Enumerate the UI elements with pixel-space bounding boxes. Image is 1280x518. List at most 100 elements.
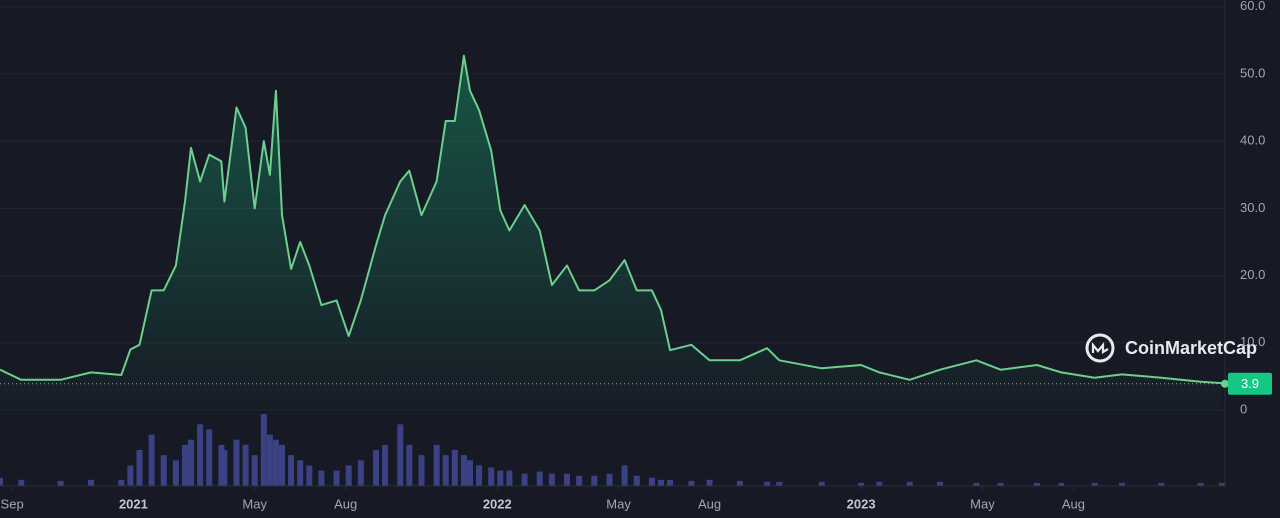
watermark-text: CoinMarketCap	[1125, 338, 1257, 358]
volume-bar	[764, 481, 771, 486]
volume-bar	[858, 482, 865, 486]
volume-bar	[736, 480, 743, 486]
volume-bar	[272, 439, 279, 486]
y-tick-label: 60.0	[1240, 0, 1265, 13]
volume-bar	[397, 424, 404, 486]
volume-bar	[197, 424, 204, 486]
volume-bar	[318, 470, 325, 486]
volume-bar	[460, 455, 467, 486]
volume-bar	[233, 439, 240, 486]
logo	[1085, 333, 1115, 363]
volume-bar	[188, 439, 195, 486]
plot	[0, 54, 1225, 486]
y-tick-label: 50.0	[1240, 65, 1265, 80]
volume-bar	[306, 465, 313, 486]
y-tick-label: 0	[1240, 401, 1247, 416]
volume-bar	[818, 481, 825, 486]
volume-bar	[127, 465, 134, 486]
volume-bar	[18, 479, 25, 486]
volume-bar	[488, 467, 495, 486]
volume-bar	[648, 477, 655, 486]
y-tick-label: 40.0	[1240, 133, 1265, 148]
volume-bar	[251, 455, 258, 486]
current-price-box	[1228, 372, 1272, 395]
x-tick-label: 2021	[119, 496, 148, 511]
volume-bar	[1218, 482, 1225, 486]
volume-bar	[0, 477, 3, 486]
volume-bar	[1118, 482, 1125, 486]
volume-bar	[876, 481, 883, 486]
volume-bar	[266, 434, 273, 486]
volume-bar	[333, 470, 340, 486]
volume-bar	[288, 455, 295, 486]
current-price-dot	[1221, 379, 1229, 388]
volume-bar	[451, 450, 458, 486]
volume-bar	[57, 480, 64, 486]
volume-bar	[1091, 482, 1098, 486]
current-price-label: 3.9	[1241, 376, 1259, 391]
x-tick-label: 2022	[483, 496, 512, 511]
volume-bar	[776, 481, 783, 486]
volume-bar	[136, 450, 143, 486]
volume-bar	[357, 460, 364, 486]
x-tick-label: May	[242, 496, 267, 511]
volume-bar	[221, 450, 228, 486]
volume-bar	[260, 414, 267, 486]
watermark: CoinMarketCap	[1085, 333, 1257, 363]
volume-bar	[688, 480, 695, 486]
volume-bar	[1158, 482, 1165, 486]
volume-bar	[406, 444, 413, 486]
volume-bar	[433, 444, 440, 486]
volume-bar	[997, 482, 1004, 486]
volume-bar	[497, 470, 504, 486]
x-tick-label: May	[970, 496, 995, 511]
volume-bar	[181, 444, 188, 486]
volume-bar	[345, 465, 352, 486]
volume-bar	[418, 455, 425, 486]
x-tick-label: Aug	[334, 496, 357, 511]
volume-bar	[536, 471, 543, 486]
x-tick-label: Aug	[698, 496, 721, 511]
volume-bar	[206, 429, 213, 486]
volume-bar	[591, 475, 598, 486]
x-tick-label: Aug	[1062, 496, 1085, 511]
volume-bar	[1058, 482, 1065, 486]
volume-bar	[633, 475, 640, 486]
volume-bar	[1034, 482, 1041, 486]
volume-bar	[297, 460, 304, 486]
volume-bar	[621, 465, 628, 486]
volume-bar	[667, 479, 674, 486]
volume-bar	[936, 481, 943, 486]
volume-bar	[906, 481, 913, 486]
price-line	[0, 54, 1223, 385]
price-area	[0, 55, 1222, 411]
volume-bar	[466, 460, 473, 486]
volume-bar	[706, 479, 713, 486]
volume-bar	[658, 479, 665, 486]
volume-bar	[476, 465, 483, 486]
volume-bar	[1197, 482, 1204, 486]
volume-bar	[576, 475, 583, 486]
volume-bar	[564, 473, 571, 486]
x-tick-label: May	[606, 496, 631, 511]
volume-bar	[372, 450, 379, 486]
y-tick-label: 10.0	[1240, 334, 1265, 349]
volume-bar	[148, 434, 155, 486]
x-tick-label: 2023	[847, 496, 876, 511]
volume-bar	[606, 473, 613, 486]
volume-bar	[218, 444, 225, 486]
volume-bar	[442, 455, 449, 486]
volume-bar	[118, 479, 125, 486]
volume-bar	[973, 482, 980, 486]
volume-bar	[242, 444, 249, 486]
volume-bar	[160, 455, 167, 486]
volume-bar	[172, 460, 179, 486]
x-tick-label: Sep	[1, 496, 24, 511]
volume-bar	[506, 470, 513, 486]
volume-bar	[87, 479, 94, 486]
volume-bar	[548, 473, 555, 486]
y-tick-label: 30.0	[1240, 200, 1265, 215]
y-tick-label: 20.0	[1240, 267, 1265, 282]
logo-mark	[1091, 341, 1109, 354]
